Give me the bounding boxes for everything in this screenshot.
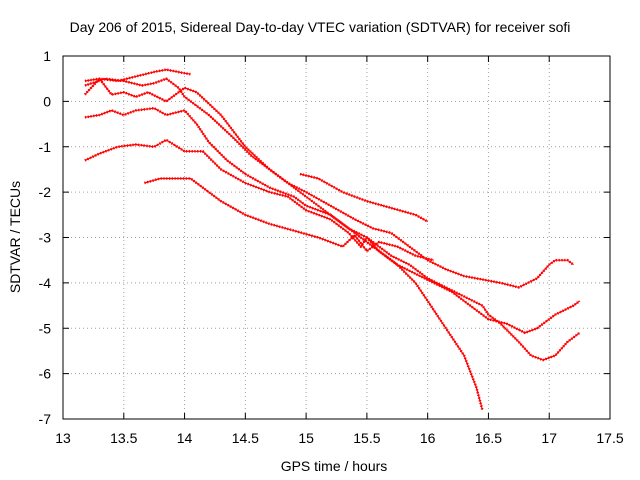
axis-ticks bbox=[62, 55, 611, 420]
x-tick-label: 15.5 bbox=[353, 430, 380, 446]
series-sat-e bbox=[84, 138, 484, 411]
y-tick-label: -3 bbox=[39, 230, 52, 246]
x-tick-label: 14 bbox=[177, 430, 193, 446]
x-tick-label: 13.5 bbox=[110, 430, 137, 446]
y-tick-label: -1 bbox=[39, 139, 52, 155]
y-tick-label: -4 bbox=[39, 275, 52, 291]
series-sat-d bbox=[84, 106, 581, 362]
series-markers bbox=[84, 106, 581, 362]
series-layer bbox=[83, 68, 581, 411]
series-sat-c bbox=[83, 77, 575, 289]
series-markers bbox=[144, 177, 435, 262]
x-tick-label: 16.5 bbox=[475, 430, 502, 446]
series-sat-f bbox=[144, 177, 435, 262]
x-tick-label: 16 bbox=[420, 430, 436, 446]
y-tick-label: 1 bbox=[43, 48, 51, 64]
series-line bbox=[299, 173, 428, 223]
y-tick-label: -6 bbox=[39, 366, 52, 382]
series-line bbox=[84, 77, 574, 289]
x-tick-label: 14.5 bbox=[232, 430, 259, 446]
y-tick-label: -2 bbox=[39, 184, 52, 200]
x-tick-labels: 13 13.5 14 14.5 15 15.5 16 16.5 17 17.5 bbox=[55, 430, 624, 446]
y-tick-label: -7 bbox=[39, 411, 52, 427]
x-tick-label: 17 bbox=[541, 430, 557, 446]
series-sat-b bbox=[84, 77, 581, 335]
series-markers bbox=[84, 77, 581, 335]
x-tick-label: 17.5 bbox=[596, 430, 623, 446]
series-line bbox=[84, 78, 580, 334]
series-markers bbox=[84, 138, 484, 411]
y-axis-label: SDTVAR / TECUs bbox=[7, 181, 23, 293]
chart-title: Day 206 of 2015, Sidereal Day-to-day VTE… bbox=[70, 19, 571, 35]
series-sat-g bbox=[299, 172, 429, 223]
series-line bbox=[84, 107, 580, 361]
y-tick-label: 0 bbox=[43, 93, 51, 109]
y-tick-labels: 1 0 -1 -2 -3 -4 -5 -6 -7 bbox=[39, 48, 52, 427]
x-axis-label: GPS time / hours bbox=[281, 458, 388, 474]
x-tick-label: 15 bbox=[298, 430, 314, 446]
series-line bbox=[144, 177, 434, 261]
x-tick-label: 13 bbox=[55, 430, 71, 446]
y-tick-label: -5 bbox=[39, 320, 52, 336]
grid-lines bbox=[63, 56, 610, 419]
